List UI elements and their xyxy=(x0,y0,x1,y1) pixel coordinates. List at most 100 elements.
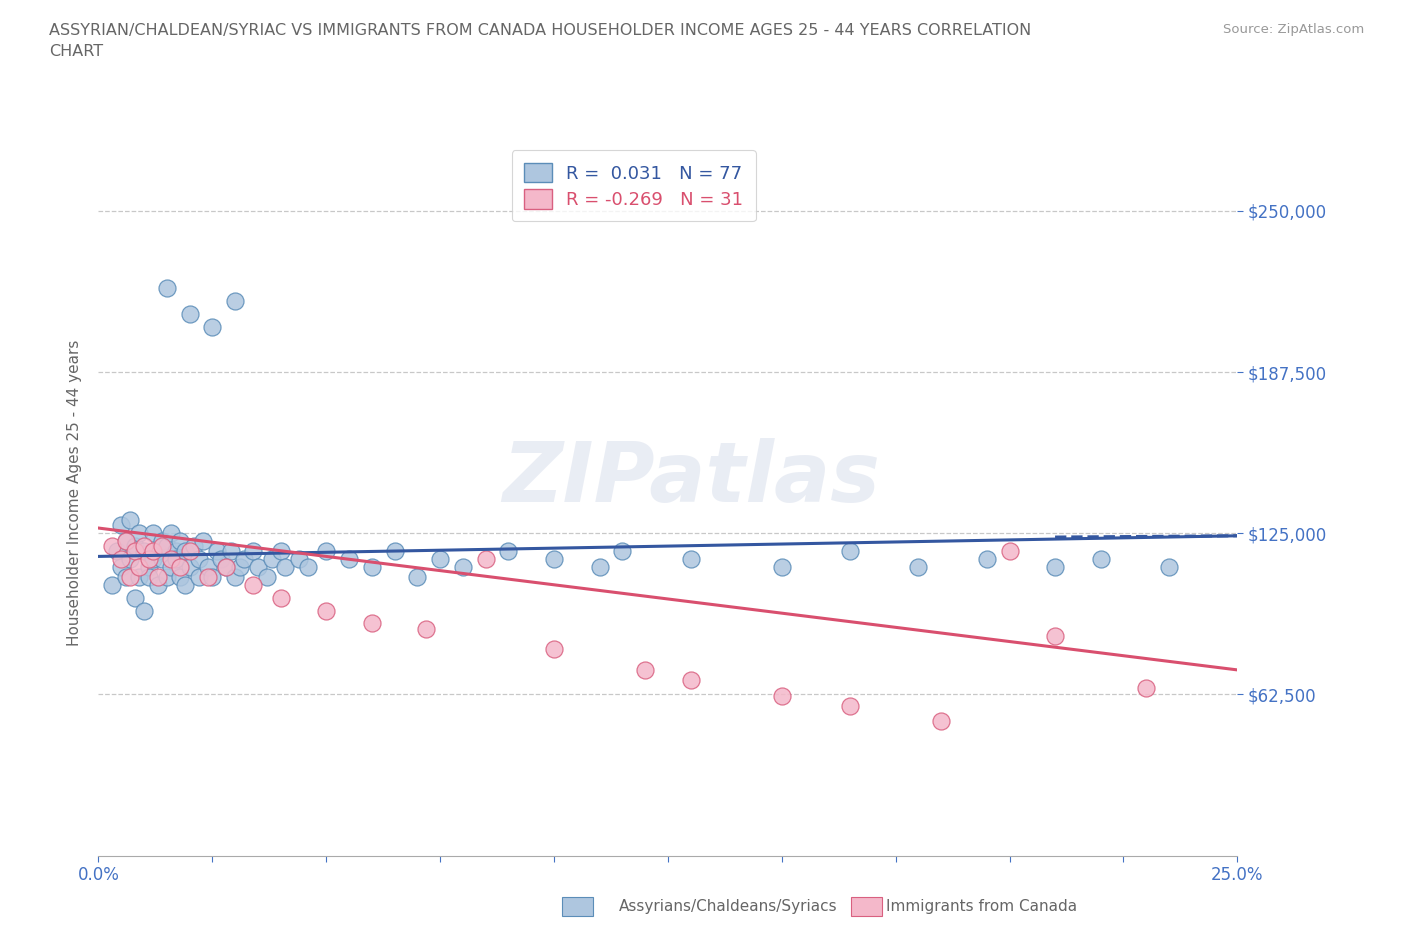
Point xyxy=(165,544,187,559)
Point xyxy=(543,642,565,657)
Point xyxy=(128,559,150,574)
Point xyxy=(270,544,292,559)
Point xyxy=(142,544,165,559)
Point xyxy=(160,525,183,540)
Point xyxy=(179,559,201,574)
Text: ZIPatlas: ZIPatlas xyxy=(502,438,880,519)
Point xyxy=(612,544,634,559)
Point xyxy=(1043,559,1066,574)
Point xyxy=(679,672,702,687)
Point xyxy=(142,525,165,540)
Text: Source: ZipAtlas.com: Source: ZipAtlas.com xyxy=(1223,23,1364,36)
Point xyxy=(138,551,160,566)
Y-axis label: Householder Income Ages 25 - 44 years: Householder Income Ages 25 - 44 years xyxy=(66,339,82,646)
Point xyxy=(110,551,132,566)
Point xyxy=(156,538,179,553)
Point xyxy=(179,544,201,559)
Point xyxy=(169,534,191,549)
Point xyxy=(187,569,209,584)
Point xyxy=(839,698,862,713)
Point xyxy=(415,621,437,636)
Point xyxy=(246,559,269,574)
Point xyxy=(929,714,952,729)
Point xyxy=(337,551,360,566)
Point xyxy=(1090,551,1112,566)
Point xyxy=(165,551,187,566)
Point xyxy=(114,534,136,549)
Point xyxy=(197,569,219,584)
Point xyxy=(128,569,150,584)
Point xyxy=(297,559,319,574)
Point xyxy=(242,578,264,592)
Point xyxy=(360,616,382,631)
Point xyxy=(205,544,228,559)
Point xyxy=(110,559,132,574)
Point xyxy=(201,569,224,584)
Point xyxy=(219,544,242,559)
Point xyxy=(498,544,520,559)
Point xyxy=(543,551,565,566)
Point xyxy=(256,569,278,584)
Point xyxy=(451,559,474,574)
Point xyxy=(215,559,238,574)
Text: Assyrians/Chaldeans/Syriacs: Assyrians/Chaldeans/Syriacs xyxy=(619,899,837,914)
Point xyxy=(228,559,250,574)
Point xyxy=(1043,629,1066,644)
Point xyxy=(132,538,155,553)
Point xyxy=(197,559,219,574)
Point xyxy=(1135,681,1157,696)
Point xyxy=(1157,559,1180,574)
Point xyxy=(215,559,238,574)
Point xyxy=(183,538,205,553)
Point xyxy=(315,604,337,618)
Point xyxy=(142,551,165,566)
Point xyxy=(770,559,793,574)
Point xyxy=(224,569,246,584)
Point xyxy=(429,551,451,566)
Point xyxy=(588,559,610,574)
Point xyxy=(169,559,191,574)
Point xyxy=(146,544,169,559)
Point xyxy=(124,538,146,553)
Point xyxy=(976,551,998,566)
Point xyxy=(124,544,146,559)
Point xyxy=(150,534,173,549)
Point xyxy=(101,578,124,592)
Point xyxy=(179,307,201,322)
Point xyxy=(156,569,179,584)
Point xyxy=(150,551,173,566)
Point xyxy=(101,538,124,553)
Point xyxy=(288,551,311,566)
Point xyxy=(124,591,146,605)
Point xyxy=(120,512,142,527)
Point xyxy=(907,559,929,574)
Point xyxy=(146,569,169,584)
Point xyxy=(132,604,155,618)
Point xyxy=(146,578,169,592)
Point xyxy=(770,688,793,703)
Point xyxy=(128,525,150,540)
Point xyxy=(679,551,702,566)
Point xyxy=(224,294,246,309)
Point xyxy=(360,559,382,574)
Point xyxy=(274,559,297,574)
Point xyxy=(193,534,215,549)
Point xyxy=(120,551,142,566)
Point xyxy=(406,569,429,584)
Point xyxy=(174,578,197,592)
Point xyxy=(105,544,128,559)
Text: Immigrants from Canada: Immigrants from Canada xyxy=(886,899,1077,914)
Point xyxy=(110,518,132,533)
Point xyxy=(132,544,155,559)
Point xyxy=(174,544,197,559)
Point xyxy=(160,559,183,574)
Point xyxy=(839,544,862,559)
Point xyxy=(242,544,264,559)
Point xyxy=(138,569,160,584)
Point xyxy=(998,544,1021,559)
Point xyxy=(187,551,209,566)
Point xyxy=(138,559,160,574)
Point xyxy=(201,319,224,334)
Point xyxy=(114,534,136,549)
Point xyxy=(634,662,657,677)
